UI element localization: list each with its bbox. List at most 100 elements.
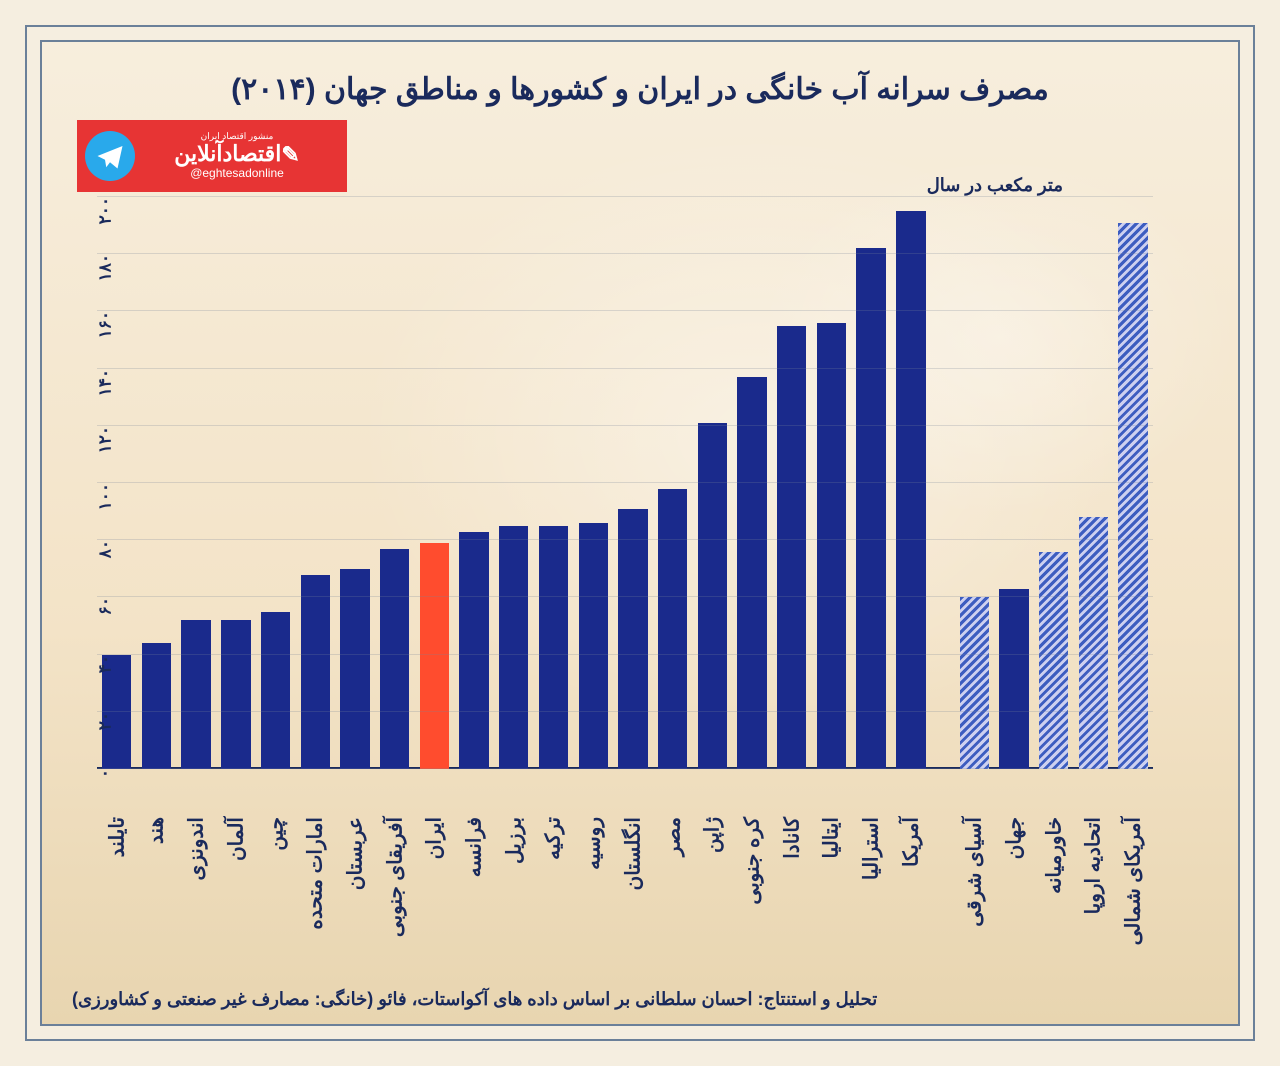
x-label: هند xyxy=(144,817,169,844)
x-tick: کره جنوبی xyxy=(732,817,772,987)
x-tick: برزیل xyxy=(494,817,534,987)
gridline xyxy=(97,539,1153,540)
x-tick: آمریکای شمالی xyxy=(1113,817,1153,987)
x-label: ایتالیا xyxy=(819,817,844,858)
x-label: چین xyxy=(263,817,288,851)
bar xyxy=(817,323,846,769)
gridline xyxy=(97,711,1153,712)
x-label: آفریقای جنوبی xyxy=(382,817,407,937)
x-tick: انگلستان xyxy=(613,817,653,987)
x-label: ایران xyxy=(422,817,447,859)
bar-slot xyxy=(1113,197,1153,769)
bar xyxy=(999,589,1028,769)
y-tick-label: ۲۰۰ xyxy=(95,197,115,224)
gridline xyxy=(97,368,1153,369)
x-tick: کانادا xyxy=(772,817,812,987)
x-tick: آلمان xyxy=(216,817,256,987)
x-tick: خاورمیانه xyxy=(1034,817,1074,987)
bar xyxy=(261,612,290,769)
bar-slot xyxy=(613,197,653,769)
bar xyxy=(142,643,171,769)
bar xyxy=(420,543,449,769)
bar-slot xyxy=(454,197,494,769)
x-label: انگلستان xyxy=(620,817,645,890)
y-tick-label: ۶۰ xyxy=(95,597,115,615)
y-tick-label: ۲۰ xyxy=(95,712,115,730)
x-label: خاورمیانه xyxy=(1041,817,1066,894)
x-tick: آمریکا xyxy=(891,817,931,987)
x-tick: آفریقای جنوبی xyxy=(375,817,415,987)
x-label: اندونزی xyxy=(184,817,209,881)
y-tick-label: ۱۴۰ xyxy=(95,369,115,396)
chart-card: مصرف سرانه آب خانگی در ایران و کشورها و … xyxy=(40,40,1240,1026)
bar-slot xyxy=(295,197,335,769)
group-gap xyxy=(931,817,955,987)
x-label: روسیه xyxy=(581,817,606,870)
x-label: کره جنوبی xyxy=(740,817,765,905)
bar-slot xyxy=(954,197,994,769)
bar xyxy=(1118,223,1147,769)
bar-slot xyxy=(137,197,177,769)
bar-slot xyxy=(851,197,891,769)
y-tick-label: ۱۸۰ xyxy=(95,254,115,281)
bar-slot xyxy=(692,197,732,769)
x-tick: هند xyxy=(137,817,177,987)
y-tick-label: ۰ xyxy=(95,769,115,778)
x-tick: جهان xyxy=(994,817,1034,987)
gridline xyxy=(97,425,1153,426)
bar xyxy=(579,523,608,769)
gridline xyxy=(97,253,1153,254)
bar-slot xyxy=(891,197,931,769)
gridline xyxy=(97,310,1153,311)
x-label: مصر xyxy=(660,817,685,856)
x-label: کانادا xyxy=(779,817,804,859)
y-axis-title: متر مکعب در سال xyxy=(927,175,1063,196)
bar-slot xyxy=(732,197,772,769)
x-tick: ترکیه xyxy=(534,817,574,987)
bar xyxy=(539,526,568,769)
bar xyxy=(896,211,925,769)
bar-slot xyxy=(216,197,256,769)
x-tick: روسیه xyxy=(573,817,613,987)
bar xyxy=(1079,517,1108,769)
bar xyxy=(618,509,647,769)
bar-slot xyxy=(335,197,375,769)
bar xyxy=(499,526,528,769)
gridline xyxy=(97,196,1153,197)
bar-slot xyxy=(573,197,613,769)
bar-slot xyxy=(994,197,1034,769)
bar-slot xyxy=(534,197,574,769)
x-tick: چین xyxy=(256,817,296,987)
x-label: اتحادیه اروپا xyxy=(1081,817,1106,914)
x-label: ژاپن xyxy=(700,817,725,853)
bar-slot xyxy=(653,197,693,769)
chart-title: مصرف سرانه آب خانگی در ایران و کشورها و … xyxy=(42,42,1238,117)
x-label: استرالیا xyxy=(859,817,884,880)
x-label: امارات متحده xyxy=(303,817,328,930)
bar-slot xyxy=(176,197,216,769)
x-tick: اتحادیه اروپا xyxy=(1074,817,1114,987)
bar xyxy=(1039,552,1068,769)
x-label: فرانسه xyxy=(462,817,487,877)
bar-slot xyxy=(415,197,455,769)
group-gap xyxy=(931,197,955,769)
gridline xyxy=(97,768,1153,769)
y-tick-label: ۱۰۰ xyxy=(95,483,115,510)
x-label: جهان xyxy=(1002,817,1027,859)
x-tick: آسیای شرقی xyxy=(954,817,994,987)
bar-slot xyxy=(772,197,812,769)
x-tick: امارات متحده xyxy=(295,817,335,987)
x-tick: ژاپن xyxy=(692,817,732,987)
bar xyxy=(658,489,687,769)
x-label: عربستان xyxy=(342,817,367,890)
x-tick: استرالیا xyxy=(851,817,891,987)
gridline xyxy=(97,654,1153,655)
bar-slot xyxy=(375,197,415,769)
bar-slot xyxy=(1034,197,1074,769)
footnote: تحلیل و استنتاج: احسان سلطانی بر اساس دا… xyxy=(72,989,1208,1010)
gridline xyxy=(97,482,1153,483)
y-tick-label: ۴۰ xyxy=(95,655,115,673)
bar-slot xyxy=(256,197,296,769)
plot-region: ۰۲۰۴۰۶۰۸۰۱۰۰۱۲۰۱۴۰۱۶۰۱۸۰۲۰۰ xyxy=(97,197,1153,769)
bar xyxy=(777,326,806,769)
